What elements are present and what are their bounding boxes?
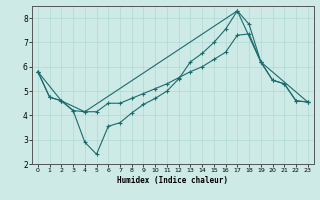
X-axis label: Humidex (Indice chaleur): Humidex (Indice chaleur) xyxy=(117,176,228,185)
